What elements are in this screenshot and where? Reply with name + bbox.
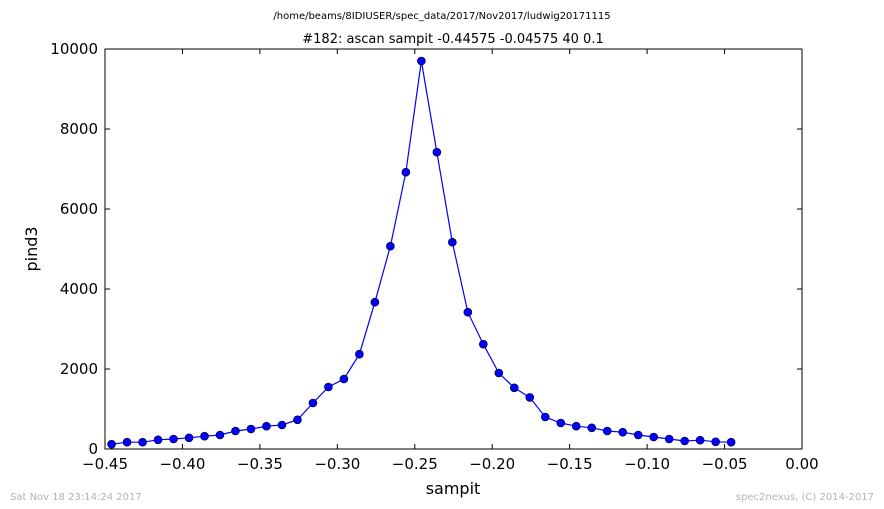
- data-point: [479, 339, 488, 349]
- data-point: [649, 432, 658, 442]
- x-tick-label: −0.15: [547, 455, 593, 473]
- data-point: [122, 437, 132, 447]
- data-point: [587, 423, 597, 433]
- footer-timestamp: Sat Nov 18 23:14:24 2017: [10, 492, 142, 503]
- data-point: [355, 349, 364, 359]
- data-point: [618, 427, 628, 437]
- x-axis-label: sampit: [426, 479, 481, 498]
- data-point: [293, 415, 302, 425]
- x-tick-label: −0.45: [82, 455, 128, 473]
- plot-area: [107, 56, 736, 449]
- series-line: [111, 60, 732, 445]
- data-point: [169, 434, 178, 444]
- data-point: [571, 421, 581, 431]
- data-point: [215, 430, 225, 440]
- data-point: [107, 439, 116, 449]
- x-tick-label: −0.25: [392, 455, 438, 473]
- data-point: [308, 398, 318, 408]
- data-point: [463, 307, 473, 317]
- x-tick-label: −0.40: [159, 455, 205, 473]
- data-point: [262, 421, 271, 431]
- data-point: [680, 436, 689, 446]
- y-tick-label: 6000: [60, 200, 98, 218]
- data-point: [432, 147, 442, 157]
- y-tick-label: 2000: [60, 360, 98, 378]
- y-tick-label: 8000: [60, 120, 98, 138]
- x-tick-label: −0.05: [702, 455, 748, 473]
- data-point: [246, 424, 256, 434]
- data-point: [664, 434, 674, 444]
- y-axis-label: pind3: [22, 226, 41, 271]
- chart-title: #182: ascan sampit -0.44575 -0.04575 40 …: [302, 32, 603, 47]
- footer-credit: spec2nexus, (C) 2014-2017: [735, 492, 874, 503]
- data-point: [231, 426, 240, 436]
- data-point: [370, 297, 380, 307]
- y-tick-label: 10000: [50, 40, 98, 58]
- data-point: [726, 437, 736, 447]
- data-point: [711, 437, 720, 447]
- data-point: [153, 435, 163, 445]
- data-point: [633, 430, 643, 440]
- data-point: [339, 374, 349, 384]
- x-tick-label: −0.20: [469, 455, 515, 473]
- data-point: [184, 433, 194, 443]
- data-point: [540, 412, 550, 422]
- x-tick-label: −0.30: [314, 455, 360, 473]
- data-point: [509, 383, 519, 393]
- chart-suptitle: /home/beams/8IDIUSER/spec_data/2017/Nov2…: [273, 11, 610, 22]
- data-point: [138, 437, 147, 447]
- x-tick-label: −0.35: [237, 455, 283, 473]
- axes-frame: [104, 48, 803, 450]
- data-point: [602, 426, 612, 436]
- y-tick-label: 0: [88, 440, 98, 458]
- x-tick-label: 0.00: [785, 455, 818, 473]
- data-point: [525, 393, 535, 402]
- data-point: [386, 241, 395, 251]
- axis-ticks: −0.45 −0.40 −0.35 −0.30 −0.25 −0.20 −0.15 −0.10…: [50, 40, 818, 473]
- data-point: [200, 431, 209, 441]
- y-tick-label: 4000: [60, 280, 98, 298]
- data-point: [401, 167, 411, 177]
- x-tick-label: −0.10: [624, 455, 670, 473]
- data-point: [695, 435, 705, 445]
- data-point: [277, 420, 287, 430]
- data-point: [448, 237, 457, 247]
- data-point: [494, 368, 504, 378]
- data-point: [324, 382, 333, 392]
- data-point: [556, 418, 566, 428]
- data-point: [417, 56, 426, 66]
